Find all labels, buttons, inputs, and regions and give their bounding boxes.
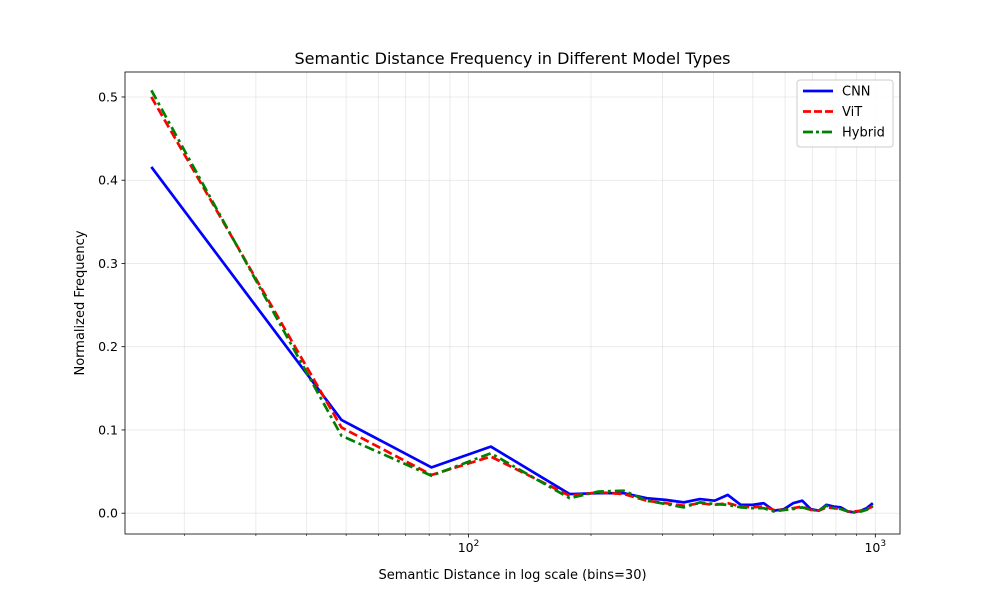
grid-lines xyxy=(125,72,900,534)
x-tick-label: 102 xyxy=(458,539,480,555)
y-tick-label: 0.1 xyxy=(98,422,118,437)
x-tick-label: 103 xyxy=(864,539,886,555)
y-tick-label: 0.0 xyxy=(98,506,118,521)
y-tick-label: 0.4 xyxy=(98,173,118,188)
x-axis-label: Semantic Distance in log scale (bins=30) xyxy=(378,568,646,583)
axis-ticks: 102 103 0.0 0.1 0.2 0.3 0.4 0.5 xyxy=(98,89,886,555)
chart-title: Semantic Distance Frequency in Different… xyxy=(294,49,730,68)
legend-label-vit: ViT xyxy=(842,105,862,120)
plot-frame xyxy=(124,71,901,535)
series-lines xyxy=(150,89,874,514)
legend-label-hybrid: Hybrid xyxy=(842,126,885,141)
y-tick-label: 0.2 xyxy=(98,339,118,354)
legend-frame xyxy=(796,79,894,148)
y-tick-label: 0.3 xyxy=(98,256,118,271)
y-tick-label: 0.5 xyxy=(98,89,118,104)
y-axis-label: Normalized Frequency xyxy=(73,230,88,375)
series-line-hybrid xyxy=(150,89,874,514)
legend-label-cnn: CNN xyxy=(842,85,871,100)
legend: CNN ViT Hybrid xyxy=(796,79,894,148)
